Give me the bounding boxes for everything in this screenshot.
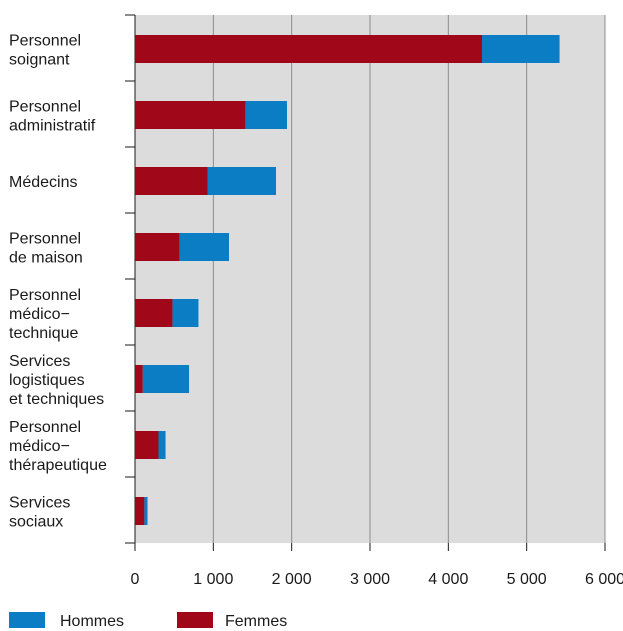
category-label: Médecins xyxy=(9,174,77,191)
bar-hommes xyxy=(245,101,287,129)
category-label: Services sociaux xyxy=(9,495,70,531)
x-tick-label: 6 000 xyxy=(585,571,623,588)
bar-femmes xyxy=(135,233,180,261)
x-tick-label: 3 000 xyxy=(350,571,390,588)
bar-hommes xyxy=(172,299,199,327)
category-label: Personnel médico− technique xyxy=(9,287,81,342)
bar-femmes xyxy=(135,101,246,129)
bar-femmes xyxy=(135,431,159,459)
legend-label: Hommes xyxy=(60,613,124,630)
category-label: Services logistiques et techniques xyxy=(9,353,104,408)
category-label: Personnel de maison xyxy=(9,231,83,267)
bar-femmes xyxy=(135,299,173,327)
legend-swatch xyxy=(9,612,45,628)
bar-hommes xyxy=(179,233,229,261)
x-tick-label: 5 000 xyxy=(507,571,547,588)
bar-femmes xyxy=(135,365,143,393)
legend-label: Femmes xyxy=(225,613,287,630)
x-tick-label: 1 000 xyxy=(193,571,233,588)
bar-hommes xyxy=(207,167,276,195)
bar-hommes xyxy=(142,365,190,393)
category-label: Personnel soignant xyxy=(9,33,81,69)
x-tick-label: 2 000 xyxy=(272,571,312,588)
category-label: Personnel médico− thérapeutique xyxy=(9,419,107,474)
bar-hommes xyxy=(482,35,560,63)
bar-femmes xyxy=(135,167,208,195)
x-tick-label: 4 000 xyxy=(428,571,468,588)
bar-femmes xyxy=(135,35,483,63)
bar-hommes xyxy=(144,497,148,525)
category-label: Personnel administratif xyxy=(9,99,96,135)
legend-swatch xyxy=(177,612,213,628)
bar-hommes xyxy=(158,431,166,459)
x-tick-label: 0 xyxy=(131,571,140,588)
bar-femmes xyxy=(135,497,145,525)
